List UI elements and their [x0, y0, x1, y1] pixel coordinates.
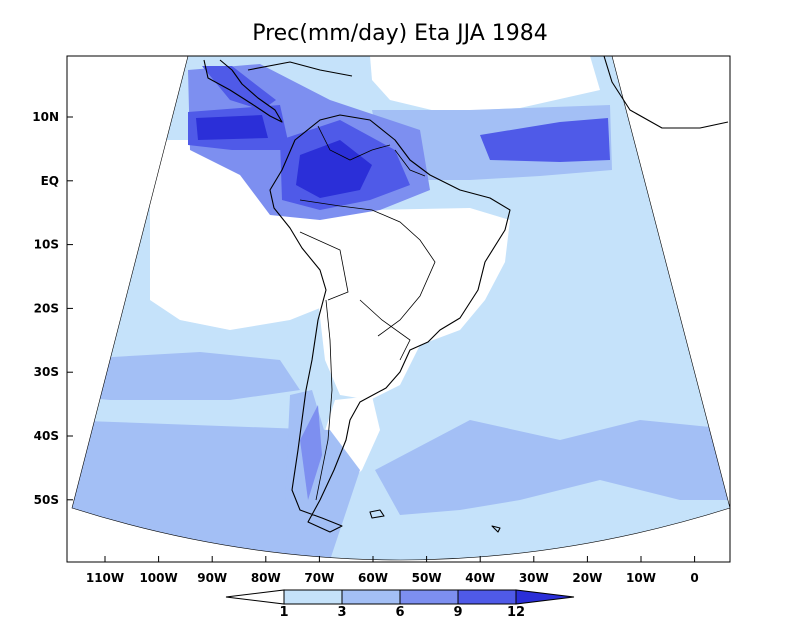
falklands-coastline [369, 509, 385, 519]
colorbar-segment-1-3 [283, 589, 343, 605]
dry-area-continent [300, 196, 510, 400]
border-paraguay-uruguay [359, 299, 411, 361]
precip-level-2-southeast-band [375, 420, 730, 515]
x-tick-label: 50W [412, 571, 442, 585]
precip-level-2-south-band [72, 420, 360, 560]
colorbar-arrow-low [225, 589, 285, 605]
longitude-axis: 110W 100W 90W 80W 70W 60W 50W 40W 30W 20W 10W 0 [86, 556, 699, 585]
x-tick-label: 0 [690, 571, 698, 585]
dry-area-east-pacific [150, 140, 345, 330]
border-guianas [394, 149, 426, 177]
colorbar-label-9: 9 [453, 605, 462, 618]
map-frame [66, 55, 731, 563]
x-tick-label: 100W [139, 571, 177, 585]
coastline-layer [203, 55, 729, 533]
colorbar-segment-3-6 [341, 589, 401, 605]
colorbar-label-1: 1 [279, 605, 288, 618]
y-tick-label: 30S [34, 365, 59, 379]
x-tick-label: 60W [358, 571, 388, 585]
precip-level-4-central-america [202, 66, 276, 110]
y-tick-label: EQ [41, 174, 59, 188]
x-tick-label: 30W [519, 571, 549, 585]
y-tick-label: 10N [32, 110, 59, 124]
central-america-coastline [203, 59, 283, 123]
map-title: Prec(mm/day) Eta JJA 1984 [252, 21, 548, 46]
colorbar-label-12: 12 [507, 605, 525, 618]
y-tick-label: 20S [34, 301, 59, 315]
x-tick-label: 110W [86, 571, 124, 585]
colorbar: 1 3 6 9 12 [225, 589, 575, 618]
model-domain-outline [71, 55, 731, 561]
dry-area-north-atlantic [370, 56, 600, 112]
y-tick-label: 40S [34, 429, 59, 443]
x-tick-label: 20W [572, 571, 602, 585]
colorbar-segment-6-9 [399, 589, 459, 605]
border-brazil-west [299, 199, 436, 337]
x-tick-label: 40W [465, 571, 495, 585]
south-georgia-coastline [491, 525, 501, 533]
colorbar-label-3: 3 [337, 605, 346, 618]
y-tick-label: 50S [34, 493, 59, 507]
caribbean-coastline [247, 61, 353, 77]
precip-level-5-pacific-core [196, 115, 268, 140]
precipitation-field [72, 56, 730, 560]
country-borders-layer [299, 125, 436, 501]
south-america-coastline [269, 114, 511, 533]
x-tick-label: 80W [251, 571, 281, 585]
x-tick-label: 90W [197, 571, 227, 585]
colorbar-arrow-high [515, 589, 575, 605]
y-tick-label: 10S [34, 238, 59, 252]
colorbar-label-6: 6 [395, 605, 404, 618]
x-tick-label: 10W [626, 571, 656, 585]
colorbar-segment-9-12 [457, 589, 517, 605]
africa-coastline [603, 55, 729, 129]
precip-level-4-itcz-atlantic [480, 118, 610, 162]
precip-level-2-subtropical [72, 352, 300, 400]
precip-level-5-amazon-core [296, 140, 372, 198]
border-chile-argentina [315, 299, 333, 501]
precip-level-3-southern-chile [300, 405, 322, 500]
border-colombia-venezuela [317, 125, 391, 161]
x-tick-label: 70W [304, 571, 334, 585]
border-peru-bolivia [299, 231, 349, 301]
latitude-axis: 10N EQ 10S 20S 30S 40S 50S [32, 110, 73, 507]
